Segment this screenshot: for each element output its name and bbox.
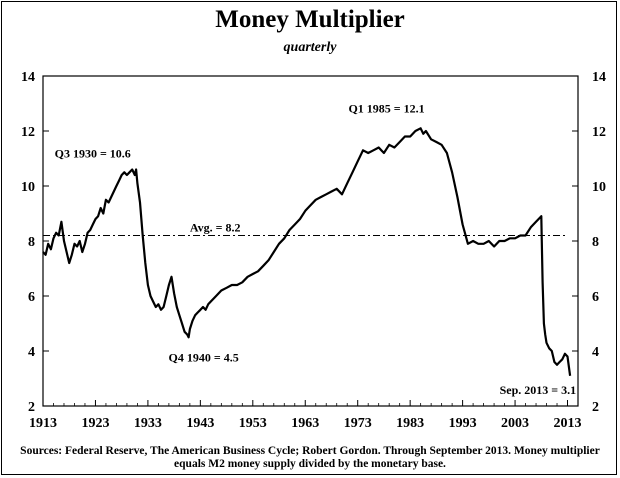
source-footnote-line-2: equals M2 money supply divided by the mo… [174,458,446,470]
y-tick-label-right: 4 [592,345,599,360]
annotation-label: Q1 1985 = 12.1 [348,101,424,115]
x-tick-label: 1913 [29,416,57,431]
y-tick-label-left: 12 [21,125,35,140]
x-tick-label: 1943 [186,416,214,431]
x-tick-label: 1983 [396,416,424,431]
series-line-money-multiplier [42,127,572,376]
plot-area-border [42,75,579,407]
source-footnote: Sources: Federal Reserve, The American B… [20,445,600,471]
x-tick-label: 1933 [134,416,162,431]
y-tick-label-right: 2 [592,400,599,415]
x-tick-label: 2013 [554,416,582,431]
y-tick-label-right: 8 [592,235,599,250]
y-tick-label-left: 8 [28,235,35,250]
y-tick-label-right: 6 [592,290,599,305]
annotation-label: Q3 1930 = 10.6 [55,147,131,161]
y-tick-label-left: 10 [21,180,35,195]
annotation-label: Sep. 2013 = 3.1 [500,383,577,397]
x-tick-label: 1953 [239,416,267,431]
x-tick-label: 1973 [344,416,372,431]
x-tick-label: 1993 [449,416,477,431]
x-tick-label: 1923 [81,416,109,431]
average-line-label: Avg. = 8.2 [190,221,241,235]
y-tick-label-left: 2 [28,400,35,415]
y-tick-label-left: 4 [28,345,35,360]
annotation-label: Q4 1940 = 4.5 [169,350,239,364]
y-tick-label-right: 12 [592,125,606,140]
x-tick-label: 2003 [501,416,529,431]
chart-subtitle: quarterly [283,40,337,55]
source-footnote-line-1: Sources: Federal Reserve, The American B… [20,445,600,457]
y-tick-label-left: 14 [21,70,35,85]
x-tick-label: 1963 [291,416,319,431]
chart-title: Money Multiplier [215,6,405,33]
y-tick-label-right: 10 [592,180,606,195]
y-tick-label-left: 6 [28,290,35,305]
y-tick-label-right: 14 [592,70,606,85]
